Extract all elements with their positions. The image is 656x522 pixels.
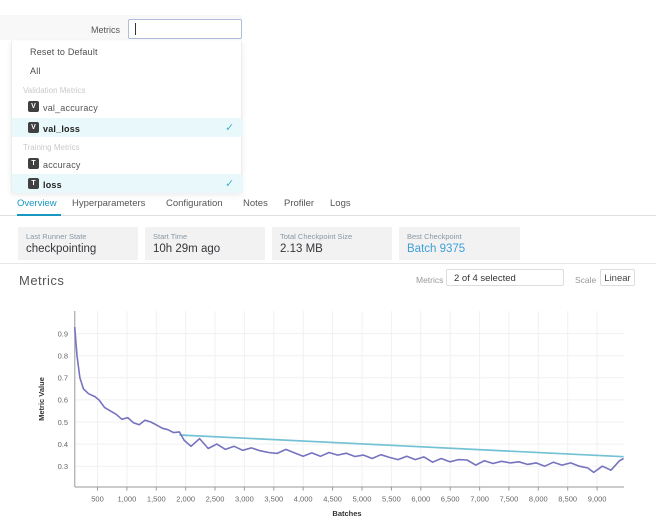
svg-text:4,000: 4,000 bbox=[294, 495, 313, 504]
svg-text:5,500: 5,500 bbox=[382, 495, 401, 504]
svg-text:0.4: 0.4 bbox=[58, 440, 68, 449]
svg-text:Batches: Batches bbox=[332, 509, 361, 518]
svg-text:500: 500 bbox=[91, 495, 104, 504]
svg-text:0.5: 0.5 bbox=[58, 418, 68, 427]
svg-text:0.6: 0.6 bbox=[58, 396, 68, 405]
svg-text:0.8: 0.8 bbox=[58, 352, 68, 361]
svg-text:4,500: 4,500 bbox=[323, 495, 342, 504]
svg-text:6,000: 6,000 bbox=[411, 495, 430, 504]
svg-text:0.7: 0.7 bbox=[58, 374, 68, 383]
svg-text:5,000: 5,000 bbox=[353, 495, 372, 504]
svg-text:9,000: 9,000 bbox=[588, 495, 607, 504]
svg-text:1,500: 1,500 bbox=[147, 495, 166, 504]
svg-text:6,500: 6,500 bbox=[441, 495, 460, 504]
svg-text:8,500: 8,500 bbox=[558, 495, 577, 504]
svg-text:1,000: 1,000 bbox=[118, 495, 137, 504]
svg-text:0.3: 0.3 bbox=[58, 462, 68, 471]
svg-text:7,000: 7,000 bbox=[470, 495, 489, 504]
svg-text:0.9: 0.9 bbox=[58, 329, 68, 338]
svg-text:3,500: 3,500 bbox=[264, 495, 283, 504]
svg-text:7,500: 7,500 bbox=[500, 495, 519, 504]
svg-text:2,000: 2,000 bbox=[176, 495, 195, 504]
svg-text:8,000: 8,000 bbox=[529, 495, 548, 504]
svg-text:2,500: 2,500 bbox=[206, 495, 225, 504]
svg-text:Metric Value: Metric Value bbox=[37, 377, 46, 421]
svg-text:3,000: 3,000 bbox=[235, 495, 254, 504]
